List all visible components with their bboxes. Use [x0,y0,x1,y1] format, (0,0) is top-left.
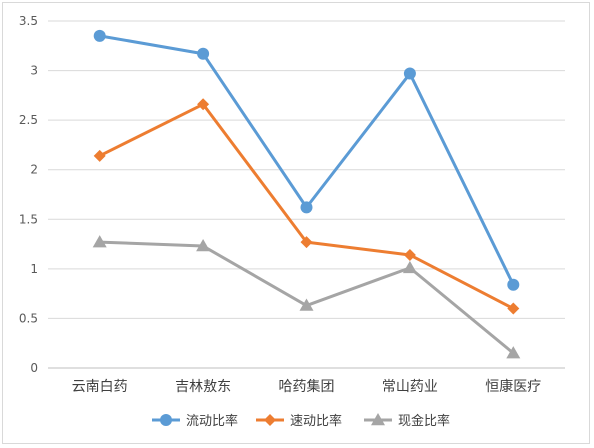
x-tick-label: 恒康医疗 [485,378,541,395]
legend-item: 速动比率 [256,413,342,429]
y-tick-label: 0.5 [19,311,38,325]
legend-marker [264,414,276,426]
series-line [98,240,515,355]
x-tick-label: 吉林敖东 [175,379,231,395]
y-tick-label: 3 [30,64,38,78]
data-point [403,67,416,80]
data-point [507,278,520,291]
data-point [197,47,210,60]
y-tick-label: 2 [30,163,38,177]
x-tick-label: 常山药业 [382,379,438,395]
data-point [300,201,313,214]
y-tick-label: 3.5 [19,14,38,28]
y-tick-label: 2.5 [19,113,38,127]
y-tick-label: 0 [30,361,38,375]
data-point [197,98,210,111]
data-point [93,29,106,42]
data-point [300,236,313,249]
legend-marker [371,413,385,426]
data-point [507,302,520,315]
data-point [299,298,314,311]
legend-marker [160,414,172,426]
gridlines [48,20,565,369]
series-1 [93,29,520,291]
legend-label: 流动比率 [186,413,238,429]
data-point [403,248,416,261]
x-tick-label: 哈药集团 [279,378,335,395]
y-tick-label: 1.5 [19,212,38,226]
legend-label: 现金比率 [398,413,450,429]
x-tick-label: 云南白药 [72,379,128,395]
legend-item: 流动比率 [152,413,238,429]
data-point [196,239,211,252]
chart-frame [2,2,590,444]
y-axis-tick-labels: 0 0.5 1 1.5 2 2.5 3 3.5 [19,14,38,375]
data-point [92,235,107,248]
x-axis: 云南白药 吉林敖东 哈药集团 常山药业 恒康医疗 [72,378,542,395]
series-group [92,29,521,359]
legend: 流动比率 速动比率 现金比率 [152,413,450,429]
legend-item: 现金比率 [364,413,450,429]
data-point [506,346,521,359]
series-3 [92,235,521,359]
data-point [402,260,417,274]
data-point [93,149,106,162]
series-2 [93,98,520,315]
legend-label: 速动比率 [290,413,342,429]
y-tick-label: 1 [30,262,38,276]
